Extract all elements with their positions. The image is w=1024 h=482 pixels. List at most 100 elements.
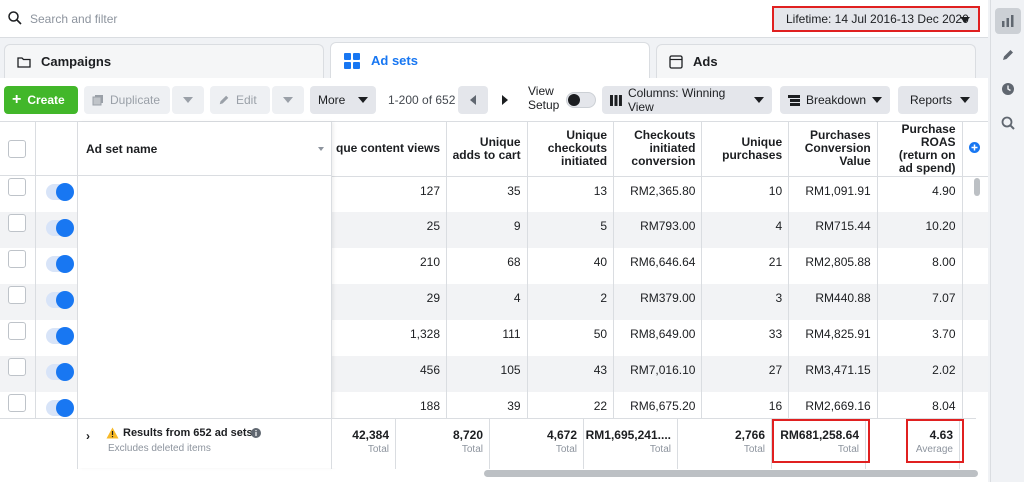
row-checkbox[interactable] xyxy=(8,394,26,412)
plus-icon: + xyxy=(12,91,22,108)
row-checkbox[interactable] xyxy=(8,358,26,376)
view-setup-line2: Setup xyxy=(528,98,560,112)
add-column-icon[interactable] xyxy=(968,141,980,153)
chevron-down-icon xyxy=(960,97,970,103)
date-range-picker[interactable]: Lifetime: 14 Jul 2016-13 Dec 2020 xyxy=(772,6,980,32)
select-all-checkbox[interactable] xyxy=(8,140,26,158)
edit-button[interactable]: Edit xyxy=(210,86,270,114)
tab-ads[interactable]: Ads xyxy=(656,44,976,78)
toggle-knob xyxy=(56,255,74,273)
toggle-knob xyxy=(56,399,74,417)
edit-panel-button[interactable] xyxy=(995,42,1021,68)
table-cell: 25 xyxy=(332,212,448,248)
ad-set-toggle[interactable] xyxy=(46,291,74,309)
chevron-right-icon[interactable]: › xyxy=(86,429,90,443)
table-cell: RM7,016.10 xyxy=(613,356,703,392)
table-cell: 4 xyxy=(446,284,528,320)
column-header[interactable]: Purchases Conversion Value xyxy=(788,122,878,177)
view-setup-line1: View xyxy=(528,84,554,98)
sort-caret-icon[interactable] xyxy=(318,147,324,151)
breakdown-button[interactable]: Breakdown xyxy=(780,86,890,114)
row-checkbox[interactable] xyxy=(8,250,26,268)
total-value: 42,384 xyxy=(352,428,389,442)
table-cell: 27 xyxy=(701,356,790,392)
scroll-thumb[interactable] xyxy=(974,178,980,196)
toggle-column xyxy=(36,122,78,468)
column-header[interactable]: Unique adds to cart xyxy=(446,122,528,177)
ad-set-toggle[interactable] xyxy=(46,183,74,201)
table-row[interactable]: 456 105 43 RM7,016.10 27 RM3,471.15 2.02 xyxy=(332,356,988,392)
duplicate-dropdown-button[interactable] xyxy=(172,86,204,114)
column-header[interactable]: Purchase ROAS (return on ad spend) xyxy=(877,122,963,177)
table-cell: 3.70 xyxy=(877,320,963,356)
next-page-button[interactable] xyxy=(490,86,520,114)
total-value: 2,766 xyxy=(734,428,765,442)
info-icon[interactable] xyxy=(251,428,261,438)
row-checkbox[interactable] xyxy=(8,322,26,340)
table-cell: 105 xyxy=(446,356,528,392)
column-header[interactable]: que content views xyxy=(332,122,448,177)
table-row[interactable]: 127 35 13 RM2,365.80 10 RM1,091.91 4.90 xyxy=(332,176,988,212)
total-cell: 4,672 Total xyxy=(490,419,584,469)
results-sublabel: Excludes deleted items xyxy=(108,443,211,454)
toolbar: + Create Duplicate Edit More 1-200 of 65… xyxy=(0,78,988,122)
ad-window-icon xyxy=(669,54,683,69)
bar-chart-icon xyxy=(1002,15,1014,27)
ad-set-toggle[interactable] xyxy=(46,363,74,381)
reports-button[interactable]: Reports xyxy=(898,86,978,114)
table-cell: 43 xyxy=(527,356,615,392)
prev-page-button[interactable] xyxy=(458,86,488,114)
row-checkbox[interactable] xyxy=(8,178,26,196)
toggle-knob xyxy=(56,183,74,201)
highlight-box xyxy=(772,419,870,463)
table-row[interactable]: 25 9 5 RM793.00 4 RM715.44 10.20 xyxy=(332,212,988,248)
table-cell: RM6,646.64 xyxy=(613,248,703,284)
warning-icon xyxy=(106,427,119,439)
row-checkbox[interactable] xyxy=(8,286,26,304)
inspect-button[interactable] xyxy=(995,110,1021,136)
ad-set-toggle[interactable] xyxy=(46,219,74,237)
toggle-knob xyxy=(56,363,74,381)
chevron-down-icon xyxy=(872,97,882,103)
charts-button[interactable] xyxy=(995,8,1021,34)
table-cell: 10.20 xyxy=(877,212,963,248)
vertical-scrollbar[interactable] xyxy=(974,176,980,418)
table-row[interactable]: 29 4 2 RM379.00 3 RM440.88 7.07 xyxy=(332,284,988,320)
view-setup-toggle[interactable] xyxy=(566,92,596,108)
table-row[interactable]: 210 68 40 RM6,646.64 21 RM2,805.88 8.00 xyxy=(332,248,988,284)
more-button[interactable]: More xyxy=(310,86,376,114)
edit-dropdown-button[interactable] xyxy=(272,86,304,114)
chevron-down-icon xyxy=(358,97,368,103)
history-button[interactable] xyxy=(995,76,1021,102)
column-header[interactable]: Unique checkouts initiated xyxy=(527,122,615,177)
column-header[interactable]: Checkouts initiated conversion xyxy=(613,122,703,177)
tab-ad-sets[interactable]: Ad sets xyxy=(330,42,650,78)
reports-label: Reports xyxy=(910,93,953,107)
columns-button[interactable]: Columns: Winning View xyxy=(602,86,772,114)
name-header-cell[interactable]: Ad set name xyxy=(78,122,332,176)
total-cell: 8,720 Total xyxy=(396,419,490,469)
table-cell: 1,328 xyxy=(332,320,448,356)
tab-campaigns[interactable]: Campaigns xyxy=(4,44,324,78)
total-value: RM1,695,241.... xyxy=(585,428,671,442)
chevron-down-icon xyxy=(754,97,764,103)
search-input[interactable] xyxy=(30,8,730,30)
total-sublabel: Total xyxy=(367,444,389,455)
table-cell: RM4,825.91 xyxy=(788,320,878,356)
total-sublabel: Total xyxy=(555,444,577,455)
duplicate-button[interactable]: Duplicate xyxy=(84,86,170,114)
total-value: 4.63 xyxy=(929,428,953,442)
ad-set-toggle[interactable] xyxy=(46,255,74,273)
create-button[interactable]: + Create xyxy=(4,86,78,114)
ad-set-toggle[interactable] xyxy=(46,399,74,417)
horizontal-scrollbar[interactable] xyxy=(484,470,978,477)
chevron-down-icon xyxy=(960,17,970,23)
ad-set-toggle[interactable] xyxy=(46,327,74,345)
total-sublabel: Total xyxy=(837,444,859,455)
table-row[interactable]: 1,328 111 50 RM8,649.00 33 RM4,825.91 3.70 xyxy=(332,320,988,356)
table-cell: 4 xyxy=(701,212,790,248)
column-header[interactable]: Unique purchases xyxy=(701,122,790,177)
table-cell: 7.07 xyxy=(877,284,963,320)
row-checkbox[interactable] xyxy=(8,214,26,232)
tab-label: Ad sets xyxy=(371,53,418,68)
